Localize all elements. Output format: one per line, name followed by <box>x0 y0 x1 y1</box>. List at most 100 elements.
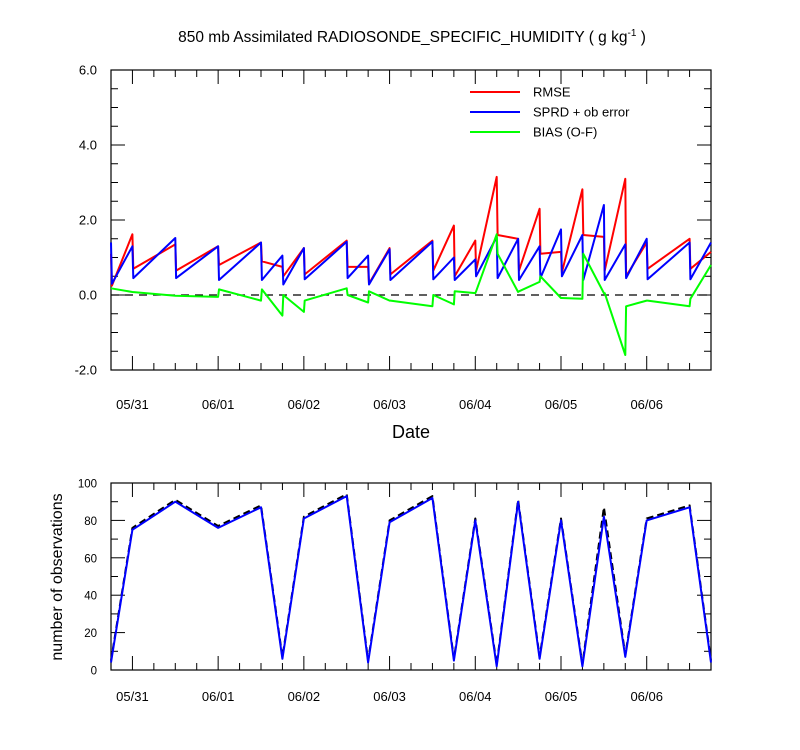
data-point <box>581 188 583 190</box>
data-point <box>346 495 348 497</box>
data-point <box>625 305 627 307</box>
data-point <box>367 302 369 304</box>
data-point <box>710 662 712 664</box>
data-point <box>131 233 133 235</box>
data-point <box>260 300 262 302</box>
data-point <box>431 305 433 307</box>
x-tick-label: 05/31 <box>116 689 149 704</box>
data-point <box>624 354 626 356</box>
data-point <box>174 295 176 297</box>
y-tick-label: 6.0 <box>79 63 97 78</box>
legend-label: BIAS (O-F) <box>533 125 597 140</box>
data-point <box>710 242 712 244</box>
data-point <box>453 303 455 305</box>
data-point <box>110 662 112 664</box>
data-point <box>497 253 499 255</box>
series-line-bias-o-f <box>110 233 712 356</box>
data-point <box>625 277 627 279</box>
data-point <box>689 298 691 300</box>
data-point <box>131 245 133 247</box>
data-point <box>218 279 220 281</box>
data-point <box>261 288 263 290</box>
data-point <box>110 242 112 244</box>
data-point <box>281 255 283 257</box>
x-tick-label: 06/03 <box>373 397 406 412</box>
data-point <box>389 300 391 302</box>
chart-title-end: ) <box>636 29 645 46</box>
data-point <box>581 665 583 667</box>
data-point <box>217 296 219 298</box>
data-point <box>647 300 649 302</box>
data-point <box>454 279 456 281</box>
data-point <box>604 292 606 294</box>
series-line-rmse <box>110 175 712 287</box>
data-point <box>111 285 113 287</box>
data-point <box>710 264 712 266</box>
data-point <box>689 305 691 307</box>
data-point <box>346 241 348 243</box>
data-point <box>368 284 370 286</box>
data-point <box>281 658 283 660</box>
series-line-sprd-ob-error <box>110 204 712 286</box>
data-point <box>454 290 456 292</box>
data-point <box>260 506 262 508</box>
data-point <box>389 248 391 250</box>
x-tick-label: 06/05 <box>545 689 578 704</box>
data-point <box>174 499 176 501</box>
legend-label: SPRD + ob error <box>533 105 630 120</box>
y-tick-label: 60 <box>84 553 97 565</box>
data-point <box>303 247 305 249</box>
data-point <box>539 658 541 660</box>
data-point <box>217 527 219 529</box>
y-tick-label: 100 <box>78 479 97 491</box>
bottom-panel: 0 20 40 60 80 100 05/31 06/01 06/02 06/03 06/04 06/… <box>78 479 712 704</box>
data-point <box>496 176 498 178</box>
data-point <box>431 495 433 497</box>
data-point <box>603 516 605 518</box>
x-tick-label: 06/01 <box>202 689 235 704</box>
data-point <box>432 294 434 296</box>
data-point <box>389 279 391 281</box>
top-panel: -2.0 0.0 2.0 4.0 6.0 05/31 06/01 06/02 06/03 06/0… <box>75 63 712 412</box>
data-point <box>367 255 369 257</box>
series-line-assimilated <box>110 495 712 668</box>
data-point <box>646 519 648 521</box>
data-point <box>174 501 176 503</box>
data-point <box>518 290 520 292</box>
data-point <box>624 178 626 180</box>
data-point <box>689 506 691 508</box>
data-point <box>474 240 476 242</box>
data-point <box>561 275 563 277</box>
chart-title-superscript: -1 <box>627 28 636 39</box>
data-point <box>561 297 563 299</box>
data-point <box>304 300 306 302</box>
data-point <box>604 279 606 281</box>
y-tick-label: 4.0 <box>79 138 97 153</box>
data-point <box>560 518 562 520</box>
data-point <box>131 291 133 293</box>
data-point <box>111 283 113 285</box>
data-point <box>539 245 541 247</box>
data-point <box>453 225 455 227</box>
data-point <box>432 278 434 280</box>
data-point <box>453 660 455 662</box>
data-point <box>346 287 348 289</box>
data-point <box>453 257 455 259</box>
data-point <box>304 278 306 280</box>
data-point <box>560 228 562 230</box>
y-tick-label: 40 <box>84 591 97 603</box>
y-tick-label: 80 <box>84 516 97 528</box>
y-tick-label: 0 <box>91 666 97 678</box>
data-point <box>217 245 219 247</box>
data-point <box>347 294 349 296</box>
data-point <box>132 277 134 279</box>
x-tick-label: 06/04 <box>459 397 492 412</box>
data-point <box>282 294 284 296</box>
data-point <box>303 311 305 313</box>
x-tick-label: 06/06 <box>630 689 663 704</box>
x-tick-label: 06/05 <box>545 397 578 412</box>
data-point <box>475 275 477 277</box>
data-point <box>518 279 520 281</box>
data-point <box>539 281 541 283</box>
